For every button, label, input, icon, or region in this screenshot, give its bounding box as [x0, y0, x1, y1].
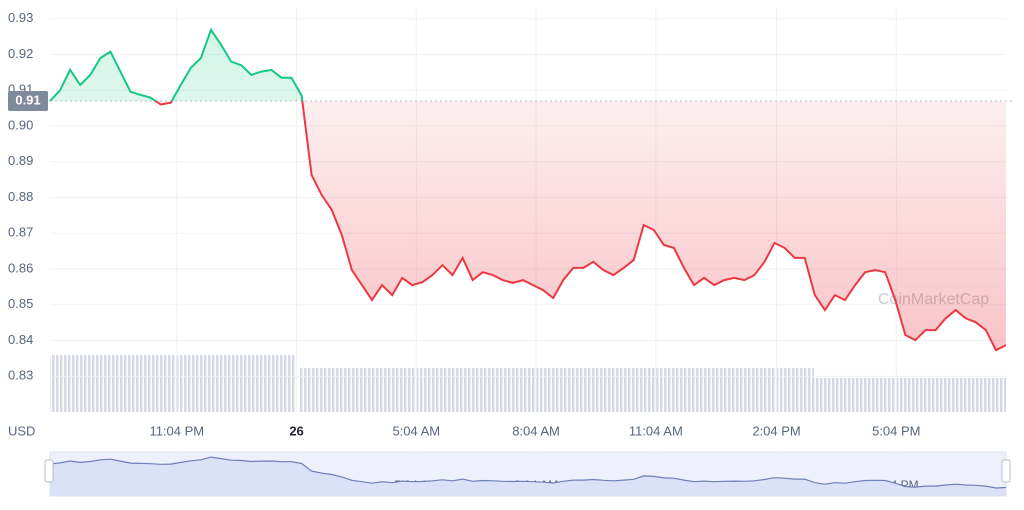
y-tick-label: 0.83: [8, 368, 33, 383]
volume-segment: [50, 355, 296, 412]
navigator-line: [49, 456, 1007, 489]
volume-segment: [300, 368, 814, 412]
y-tick-label: 0.86: [8, 260, 33, 275]
navigator-area: [50, 457, 1006, 496]
y-tick-label: 0.87: [8, 225, 33, 240]
x-tick-label: 11:04 PM: [149, 423, 204, 438]
y-tick-label: 0.84: [8, 332, 33, 347]
x-tick-label: 8:04 AM: [512, 423, 560, 438]
price-line-up: [49, 27, 304, 101]
area-down: [50, 100, 1006, 351]
y-tick-label: 0.85: [8, 296, 33, 311]
y-tick-label: 0.93: [8, 10, 33, 25]
volume-segment: [814, 378, 1006, 412]
baseline-label: 0.91: [15, 92, 40, 107]
x-tick-label: 26: [289, 423, 303, 438]
navigator-handle[interactable]: [1001, 459, 1011, 483]
navigator-handle[interactable]: [44, 459, 54, 483]
price-line-down: [49, 100, 1007, 352]
y-tick-label: 0.88: [8, 189, 33, 204]
currency-label: USD: [8, 423, 35, 438]
x-tick-label: 2:04 PM: [752, 423, 800, 438]
baseline-badge: [8, 90, 48, 111]
y-tick-label: 0.89: [8, 153, 33, 168]
x-tick-label: 5:04 PM: [872, 423, 920, 438]
y-tick-label: 0.92: [8, 46, 33, 61]
x-tick-label: 11:04 AM: [629, 423, 683, 438]
x-tick-label: 5:04 AM: [392, 423, 440, 438]
area-up: [50, 29, 303, 101]
volume-bars: [50, 355, 1006, 412]
y-tick-label: 0.90: [8, 117, 33, 132]
